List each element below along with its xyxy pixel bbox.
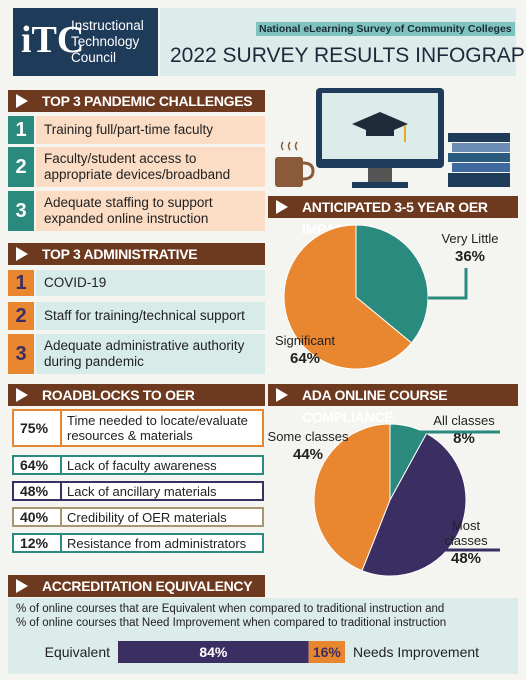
logo-text: Instructional Technology Council: [71, 18, 144, 66]
section-title: ANTICIPATED 3-5 YEAR OER IMPACT: [268, 196, 518, 237]
header-box: National eLearning Survey of Community C…: [160, 8, 526, 76]
item-text: Lack of faculty awareness: [60, 457, 262, 473]
leader-line: [403, 430, 500, 455]
bar-name: Needs Improvement: [353, 644, 479, 660]
percent: 40%: [20, 509, 49, 525]
section-title: TOP 3 PANDEMIC CHALLENGES: [8, 90, 265, 112]
item-text: COVID-19: [36, 270, 265, 296]
bar: [118, 641, 309, 663]
slice-label: 36%: [455, 248, 485, 265]
item-text: Credibility of OER materials: [60, 509, 262, 525]
rank-box: 2: [8, 147, 34, 187]
subtitle: National eLearning Survey of Community C…: [256, 22, 515, 36]
rank-box: 3: [8, 334, 34, 374]
logo-mark: iTC: [21, 19, 85, 61]
pie-slice: [313, 423, 391, 572]
bar-name: Equivalent: [45, 644, 110, 660]
section-title: ACCREDITATION EQUIVALENCY: [8, 575, 265, 597]
rank-box: 2: [8, 302, 34, 330]
item-text: Adequate staffing to support expanded on…: [36, 191, 265, 231]
description-line: % of online courses that are Equivalent …: [16, 603, 445, 615]
roadblock: 12% Resistance from administrators: [12, 533, 264, 553]
slice-name: Very Little: [441, 231, 498, 246]
pie-slice: [355, 224, 429, 344]
percent: 64%: [20, 457, 49, 473]
slice-label: 44%: [293, 446, 323, 463]
percent: 75%: [20, 420, 49, 436]
slice-name: All classes: [433, 413, 495, 428]
roadblock: 48% Lack of ancillary materials: [12, 481, 264, 501]
item-text: Faculty/student access to appropriate de…: [36, 147, 265, 187]
slice-name: Some classes: [268, 429, 349, 444]
roadblock: 75% Time needed to locate/evaluate resour…: [12, 409, 264, 447]
roadblock: 64% Lack of faculty awareness: [12, 455, 264, 475]
leader-line: [428, 268, 468, 300]
slice-label: 8%: [453, 430, 475, 447]
bar-label: 84%: [199, 644, 228, 660]
bar-label: 16%: [313, 644, 342, 660]
title: 2022 SURVEY RESULTS INFOGRAPHIC: [170, 44, 526, 67]
computer-illustration: [275, 88, 510, 188]
item-text: Adequate administrative authority during…: [36, 334, 265, 374]
logo-line: Technology: [71, 34, 140, 49]
description: % of online courses that are Equivalent …: [16, 602, 446, 630]
pie-slice: [283, 224, 413, 370]
description-line: % of online courses that Need Improvemen…: [16, 617, 447, 629]
rank-box: 1: [8, 116, 34, 144]
item-text: Staff for training/technical support: [36, 302, 265, 330]
slice-label: 48%: [451, 550, 481, 567]
slice-label: 64%: [290, 350, 320, 367]
pie-slice: [361, 432, 467, 577]
percent: 48%: [20, 483, 49, 499]
rank-box: 1: [8, 270, 34, 296]
logo-line: Instructional: [71, 18, 144, 33]
section-title: ADA ONLINE COURSE COMPLIANCE: [268, 384, 518, 425]
item-text: Training full/part-time faculty: [36, 116, 265, 144]
item-text: Time needed to locate/evaluate resources…: [60, 411, 262, 445]
roadblock: 40% Credibility of OER materials: [12, 507, 264, 527]
logo-line: Council: [71, 50, 117, 65]
rank-box: 3: [8, 191, 34, 231]
bar: [308, 641, 345, 663]
logo: iTC Instructional Technology Council: [13, 8, 158, 76]
slice-name: Significant: [275, 333, 335, 348]
leader-line: [345, 449, 378, 462]
slice-name: Most classes: [444, 518, 488, 548]
percent: 12%: [20, 535, 49, 551]
item-text: Lack of ancillary materials: [60, 483, 262, 499]
item-text: Resistance from administrators: [60, 535, 262, 551]
